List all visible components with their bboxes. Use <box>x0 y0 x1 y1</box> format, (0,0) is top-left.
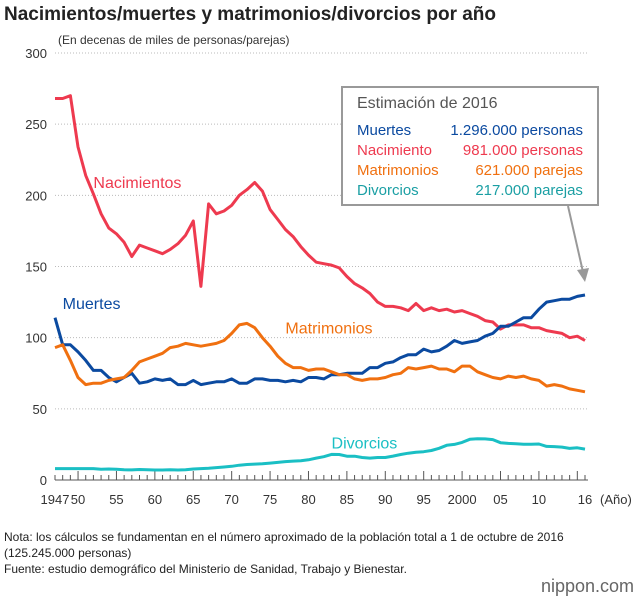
pointer-arrowhead <box>577 268 589 282</box>
x-tick-label: 2000 <box>448 492 477 507</box>
series-label: Divorcios <box>332 436 398 453</box>
x-tick-label: 65 <box>186 492 200 507</box>
estimate-row: Muertes 1.296.000 personas <box>357 121 583 141</box>
x-tick-label: 05 <box>493 492 507 507</box>
y-axis-label: (En decenas de miles de personas/parejas… <box>58 33 290 47</box>
x-tick-label: 10 <box>532 492 546 507</box>
x-tick-label: 85 <box>340 492 354 507</box>
series-line-muertes <box>53 293 586 387</box>
series-line-nacimientos <box>55 94 586 342</box>
estimate-value: 217.000 parejas <box>467 182 583 199</box>
estimate-title: Estimación de 2016 <box>357 95 498 112</box>
estimate-value: 1.296.000 personas <box>450 122 583 139</box>
estimate-name: Divorcios <box>357 182 419 199</box>
estimate-name: Nacimiento <box>357 142 433 159</box>
estimate-row: Nacimiento 981.000 personas <box>357 141 583 161</box>
y-tick-label: 250 <box>25 117 47 132</box>
pointer-line <box>567 205 584 273</box>
estimate-row: Matrimonios 621.000 parejas <box>357 161 583 181</box>
x-tick-label: 95 <box>416 492 430 507</box>
x-tick-label: 16 <box>578 492 592 507</box>
y-tick-label: 150 <box>25 260 47 275</box>
x-tick-label: 80 <box>301 492 315 507</box>
note-line: Nota: los cálculos se fundamentan en el … <box>4 530 564 544</box>
chart-title: Nacimientos/muertes y matrimonios/divorc… <box>4 4 497 25</box>
series-label: Muertes <box>63 296 121 313</box>
y-tick-label: 50 <box>33 402 47 417</box>
x-tick-label: 70 <box>224 492 238 507</box>
x-axis-label: (Año) <box>600 492 632 507</box>
nippon-logo: nippon.com <box>540 576 634 596</box>
series-line-matrimonios <box>54 321 586 394</box>
estimate-row: Divorcios 217.000 parejas <box>357 181 583 201</box>
estimate-value: 981.000 personas <box>454 142 583 159</box>
x-tick-label: 55 <box>109 492 123 507</box>
x-tick-label: 60 <box>148 492 162 507</box>
y-tick-label: 0 <box>40 473 47 488</box>
series-line-divorcios <box>55 437 586 472</box>
series-label: Nacimientos <box>93 175 181 192</box>
y-tick-label: 100 <box>25 331 47 346</box>
estimate-name: Matrimonios <box>357 162 439 179</box>
estimate-box: Estimación de 2016 Muertes 1.296.000 pers… <box>341 86 599 206</box>
estimate-name: Muertes <box>357 122 412 139</box>
source-line: Fuente: estudio demográfico del Minister… <box>4 562 407 576</box>
x-tick-label: 1947 <box>41 492 70 507</box>
estimate-value: 621.000 parejas <box>467 162 583 179</box>
y-tick-label: 200 <box>25 188 47 203</box>
x-tick-label: 50 <box>71 492 85 507</box>
x-tick-label: 90 <box>378 492 392 507</box>
series-label: Matrimonios <box>285 320 372 337</box>
note-line: (125.245.000 personas) <box>4 546 132 560</box>
footnotes: Nota: los cálculos se fundamentan en el … <box>4 529 564 577</box>
y-tick-label: 300 <box>25 46 47 61</box>
x-tick-label: 75 <box>263 492 277 507</box>
